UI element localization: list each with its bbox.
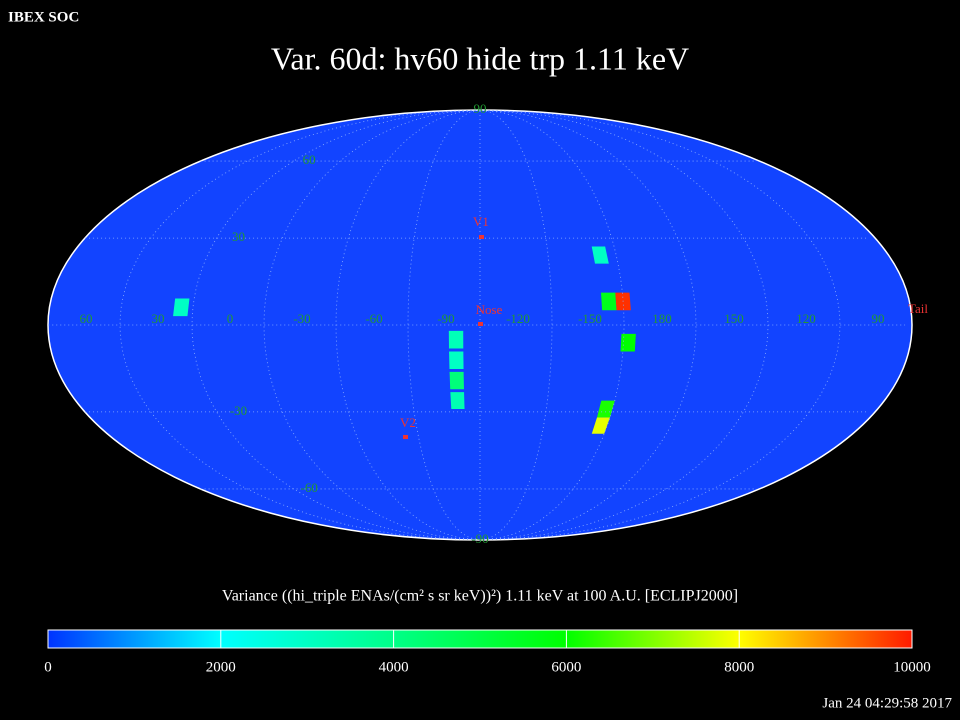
marker-label: V2 bbox=[400, 415, 416, 430]
sky-cell bbox=[449, 351, 464, 370]
meridian bbox=[119, 109, 481, 541]
meridian bbox=[335, 109, 481, 541]
lon-tick-label: 90 bbox=[872, 311, 885, 326]
sky-cell bbox=[601, 292, 617, 311]
lon-tick-label: -150 bbox=[578, 311, 602, 326]
lon-tick-label: -30 bbox=[293, 311, 310, 326]
colorbar-label: Variance ((hi_triple ENAs/(cm² s sr keV)… bbox=[222, 588, 738, 605]
colorbar-tick-label: 10000 bbox=[893, 659, 931, 675]
marker-label: Nose bbox=[476, 302, 503, 317]
meridian bbox=[479, 109, 553, 541]
lon-tick-label: 150 bbox=[724, 311, 744, 326]
colorbar bbox=[47, 629, 913, 649]
lon-tick-label: 120 bbox=[796, 311, 816, 326]
lon-tick-label: 180 bbox=[652, 311, 672, 326]
lat-tick-label: -60 bbox=[300, 480, 317, 495]
colorbar-tick-label: 6000 bbox=[551, 659, 581, 675]
lat-tick-label: 60 bbox=[303, 152, 316, 167]
meridian bbox=[479, 109, 625, 541]
marker-dot bbox=[479, 235, 484, 239]
lat-tick-label: -90 bbox=[471, 531, 488, 546]
sky-cell bbox=[173, 298, 190, 317]
colorbar-tick-label: 0 bbox=[44, 659, 52, 675]
lon-tick-label: 0 bbox=[227, 311, 234, 326]
lat-tick-label: -30 bbox=[230, 403, 247, 418]
sky-cell bbox=[449, 371, 464, 390]
marker-label: V1 bbox=[473, 214, 489, 229]
marker-dot bbox=[403, 435, 408, 439]
lat-tick-label: 90 bbox=[474, 101, 487, 116]
colorbar-tick-label: 2000 bbox=[206, 659, 236, 675]
lon-tick-label: 60 bbox=[80, 311, 93, 326]
lon-tick-label: -60 bbox=[365, 311, 382, 326]
lon-tick-label: -120 bbox=[506, 311, 530, 326]
sky-cell bbox=[591, 246, 609, 264]
colorbar-tick-label: 4000 bbox=[379, 659, 409, 675]
sky-cell bbox=[620, 333, 636, 352]
marker-label: Tail bbox=[908, 301, 928, 316]
colorbar-tick-label: 8000 bbox=[724, 659, 754, 675]
lon-tick-label: -90 bbox=[437, 311, 454, 326]
sky-cell bbox=[597, 400, 615, 418]
sky-cell bbox=[448, 330, 464, 349]
sky-cell bbox=[450, 392, 465, 410]
sky-cell bbox=[591, 417, 611, 434]
lat-tick-label: 30 bbox=[232, 229, 245, 244]
chart-title: Var. 60d: hv60 hide trp 1.11 keV bbox=[271, 40, 689, 76]
timestamp: Jan 24 04:29:58 2017 bbox=[822, 695, 952, 711]
corner-label: IBEX SOC bbox=[8, 9, 79, 25]
lon-tick-label: 30 bbox=[152, 311, 165, 326]
marker-dot bbox=[478, 322, 483, 326]
